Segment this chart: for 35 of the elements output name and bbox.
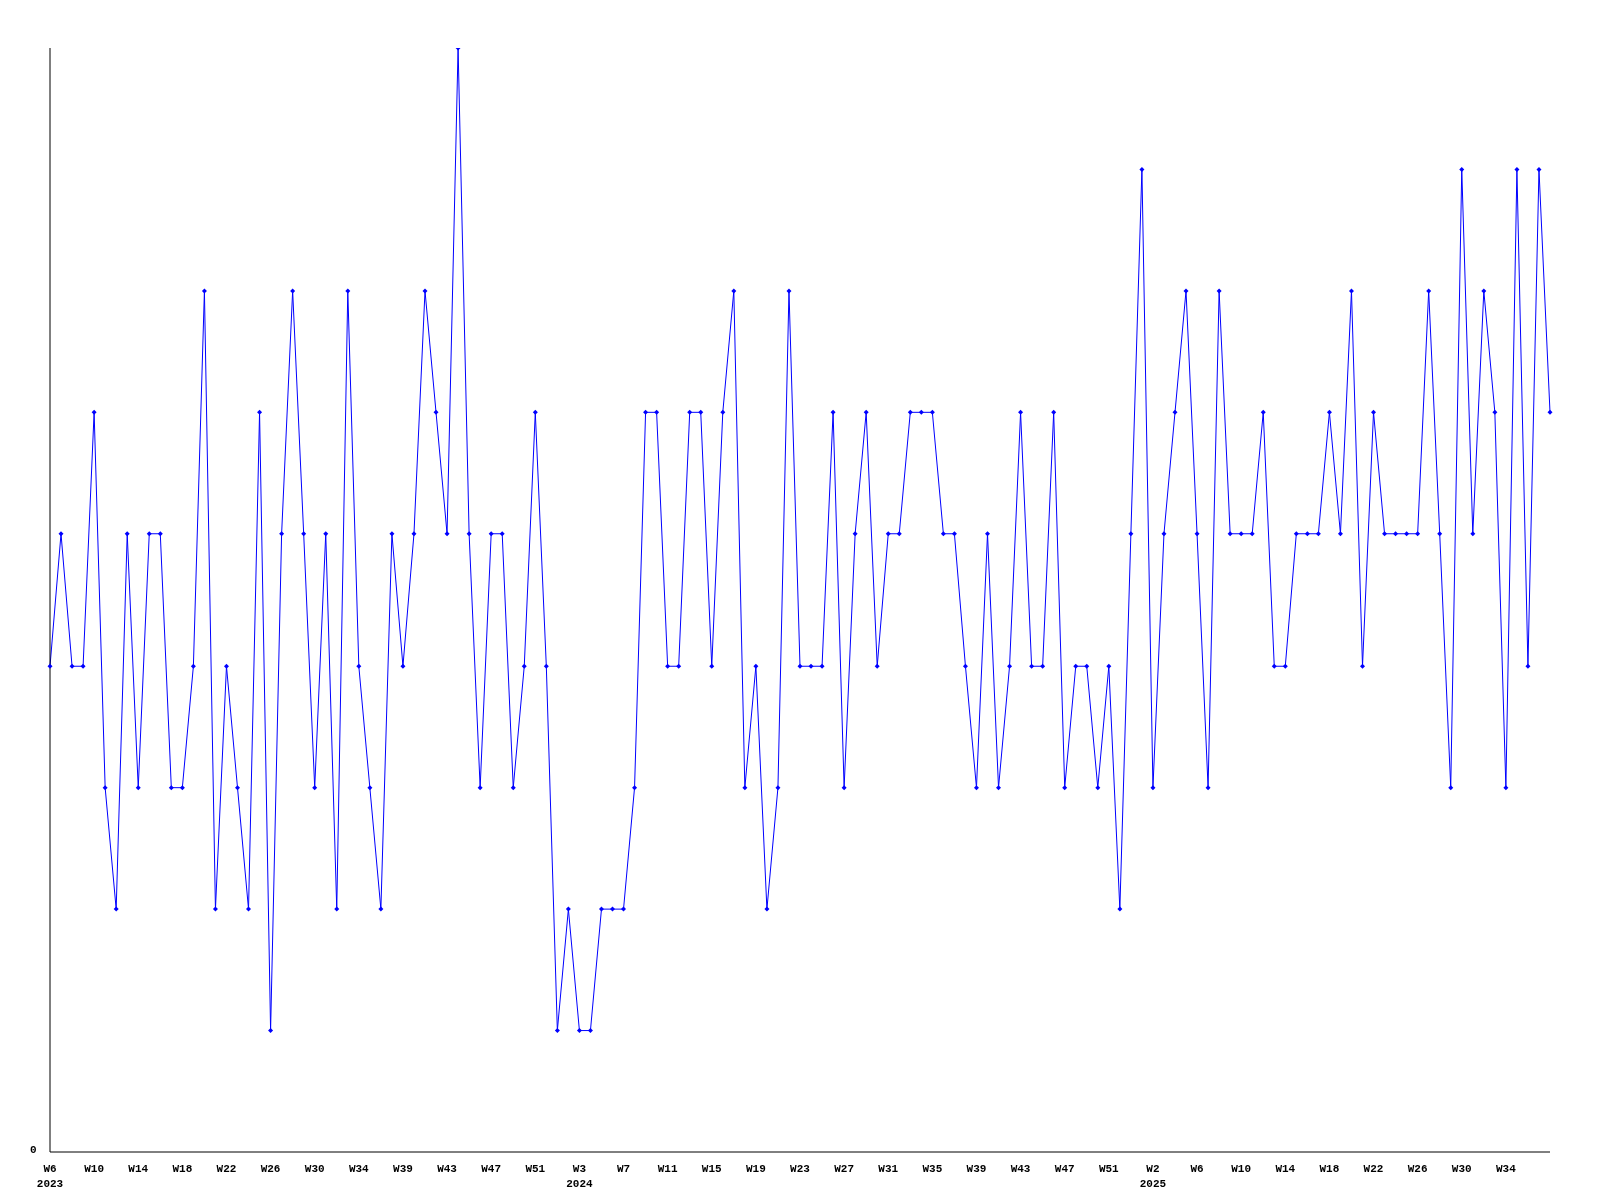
x-tick-label: W39: [966, 1163, 987, 1175]
x-tick-label: W10: [1231, 1163, 1252, 1175]
x-tick-label: W23: [790, 1163, 811, 1175]
x-tick-label: W14: [128, 1163, 149, 1175]
x-tick-label: W7: [616, 1163, 631, 1175]
x-tick-label: W22: [216, 1163, 237, 1175]
x-tick-label: W34: [348, 1163, 370, 1175]
x-tick-label: W11: [657, 1163, 678, 1175]
x-tick-label: W47: [1054, 1163, 1075, 1175]
x-tick-label: W35: [922, 1163, 943, 1175]
x-tick-label: W15: [701, 1163, 723, 1175]
x-tick-label: W14: [1275, 1163, 1296, 1175]
x-tick-label: W6 2023: [36, 1163, 64, 1190]
x-tick-label: W43: [1010, 1163, 1031, 1175]
x-tick-label: W3 2024: [566, 1163, 594, 1190]
x-tick-label: W47: [481, 1163, 502, 1175]
x-tick-label: W10: [84, 1163, 105, 1175]
x-tick-label: W51: [525, 1163, 546, 1175]
x-tick-label: W43: [437, 1163, 458, 1175]
x-tick-label: W6: [1190, 1163, 1204, 1175]
x-tick-label: W22: [1363, 1163, 1384, 1175]
x-tick-label: W2 2025: [1139, 1163, 1167, 1190]
x-tick-label: W31: [878, 1163, 899, 1175]
x-tick-label: W18: [172, 1163, 193, 1175]
text: 0: [30, 1144, 37, 1156]
x-tick-label: W18: [1319, 1163, 1340, 1175]
x-tick-label: W26: [260, 1163, 281, 1175]
x-tick-label: W26: [1407, 1163, 1428, 1175]
x-tick-label: W30: [1451, 1163, 1472, 1175]
x-tick-label: W39: [393, 1163, 413, 1175]
x-tick-label: W27: [834, 1163, 855, 1175]
x-tick-label: W19: [745, 1163, 766, 1175]
x-tick-label: W51: [1098, 1163, 1120, 1175]
x-tick-label: W30: [304, 1163, 325, 1175]
x-tick-label: W34: [1495, 1163, 1517, 1175]
